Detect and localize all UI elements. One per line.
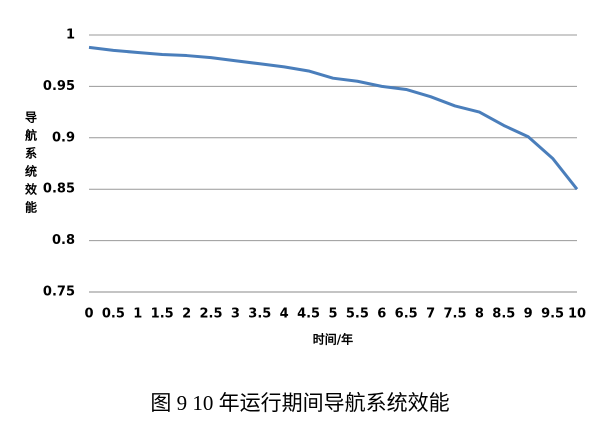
x-tick-label: 5	[328, 307, 337, 322]
x-tick-label: 4.5	[297, 307, 320, 322]
y-tick-label: 0.95	[43, 79, 75, 94]
y-tick-label: 1	[66, 28, 75, 43]
x-tick-label: 4	[280, 307, 289, 322]
y-axis-label: 导航系统效能	[24, 110, 38, 219]
x-tick-label: 0.5	[102, 307, 125, 322]
x-tick-label: 9	[524, 307, 533, 322]
x-tick-label: 3.5	[248, 307, 271, 322]
x-tick-label: 0	[84, 307, 93, 322]
x-tick-label: 3	[231, 307, 240, 322]
caption: 图 9 10 年运行期间导航系统效能	[150, 391, 449, 415]
x-tick-label: 6	[377, 307, 386, 322]
x-tick-label: 10	[568, 307, 586, 322]
x-tick-label: 7	[426, 307, 435, 322]
x-tick-label: 5.5	[346, 307, 369, 322]
x-tick-label: 8	[475, 307, 484, 322]
data-line	[88, 45, 579, 191]
y-tick-label: 0.85	[43, 182, 75, 197]
x-tick-label: 2	[182, 307, 191, 322]
y-tick-label: 0.9	[52, 130, 75, 145]
x-tick-label: 1	[133, 307, 142, 322]
x-tick-label: 7.5	[443, 307, 466, 322]
x-tick-label: 1.5	[151, 307, 174, 322]
y-tick-label: 0.75	[43, 285, 75, 300]
x-tick-label: 6.5	[395, 307, 418, 322]
x-tick-label: 8.5	[492, 307, 515, 322]
y-tick-label: 0.8	[52, 233, 75, 248]
x-axis-label: 时间/年	[313, 332, 353, 347]
x-tick-label: 9.5	[541, 307, 564, 322]
x-tick-label: 2.5	[199, 307, 222, 322]
